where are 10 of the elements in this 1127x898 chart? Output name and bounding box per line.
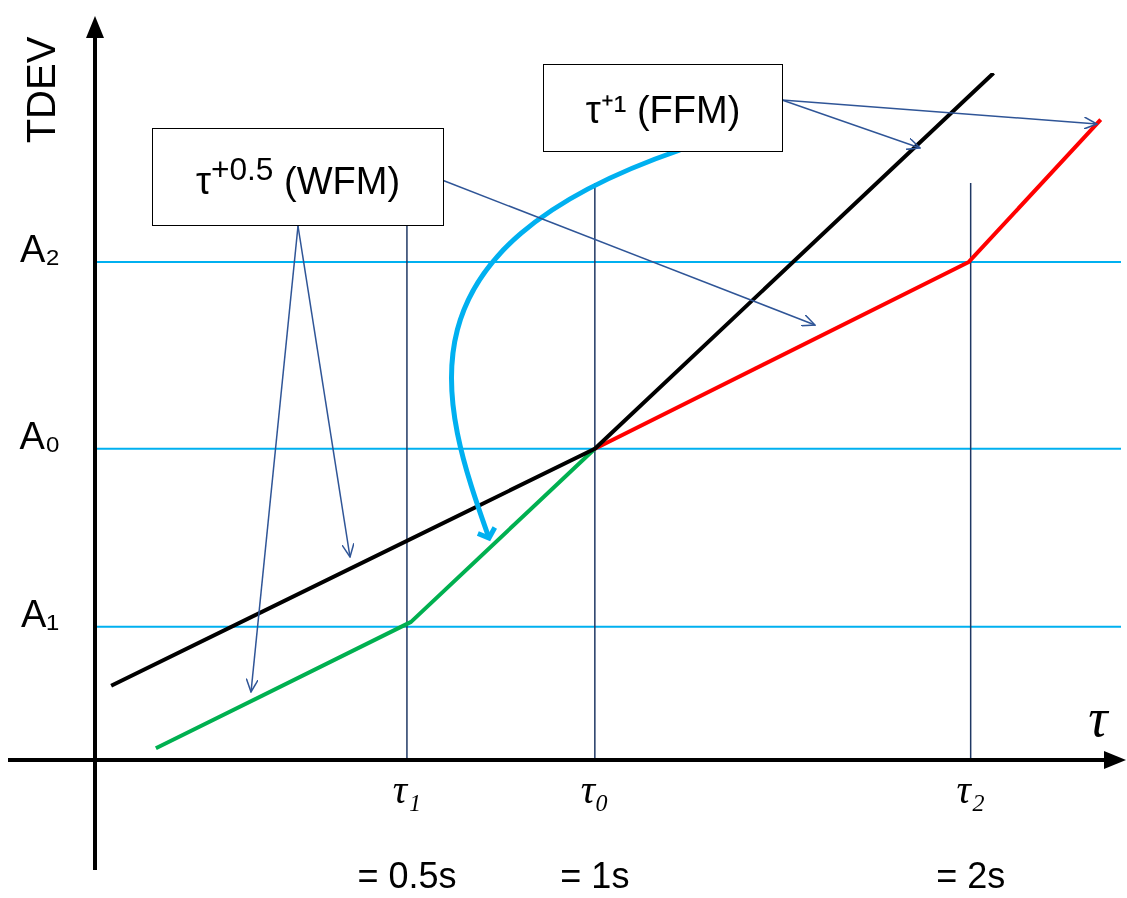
ref-line-label: A₀ — [19, 415, 61, 458]
x-tick-label: τ₂ = 2s — [936, 766, 1006, 896]
annotation: τ$^{+0.5}$ (WFM) — [195, 151, 401, 203]
ref-line-label: A₂ — [19, 228, 61, 271]
x-tick-label: τ₁ = 0.5s — [357, 766, 457, 896]
ref-line-label: A₁ — [20, 593, 60, 636]
x-axis-title: τ — [1088, 688, 1110, 749]
y-axis-title: TDEV — [19, 36, 64, 144]
annotation: τ⁺¹ (FFM) — [585, 88, 741, 133]
x-tick-label: τ₀ = 1s — [560, 766, 630, 896]
